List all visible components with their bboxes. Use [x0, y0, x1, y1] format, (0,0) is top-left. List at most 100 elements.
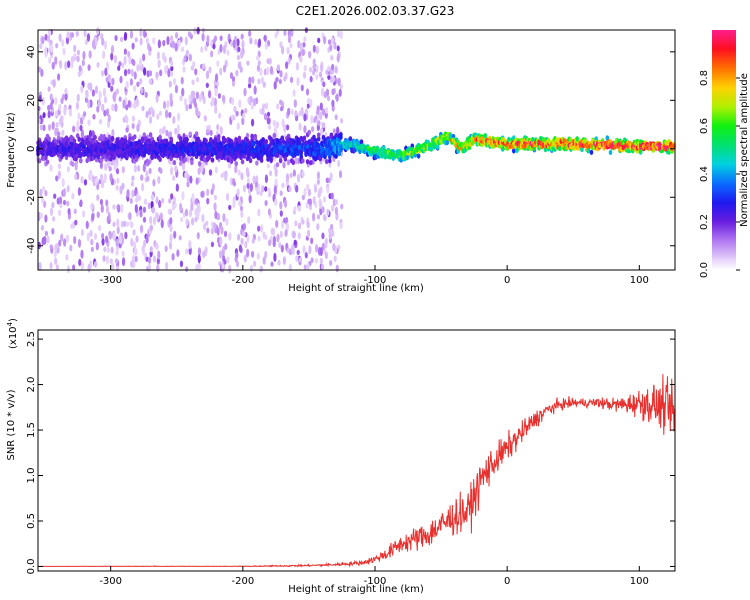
spectrogram-cell [107, 114, 111, 123]
spectrogram-cell [243, 254, 247, 263]
spectrogram-cell [301, 158, 305, 164]
spectrogram-cell [196, 202, 200, 212]
spectrogram-cell [274, 178, 278, 186]
spectrogram-cell [109, 173, 113, 182]
spectrogram-cell [205, 70, 210, 80]
spectrogram-cell [608, 149, 613, 155]
spectrogram-cell [229, 158, 234, 164]
spectrogram-cell [297, 40, 301, 49]
spectrogram-cell [187, 31, 192, 38]
spectrogram-cell [91, 89, 95, 97]
spectrogram-cell [112, 92, 116, 102]
spectrogram-cell [98, 224, 102, 232]
spectrogram-cell [71, 192, 75, 200]
spectrogram-cell [131, 189, 135, 198]
spectrogram-cell [103, 109, 107, 117]
spectrogram-cell [235, 110, 239, 117]
spectrogram-cell [256, 252, 260, 260]
spectrogram-cell [222, 64, 227, 73]
spectrogram-cell [435, 144, 440, 150]
spectrogram-cell [142, 163, 146, 173]
spectrogram-cell [184, 171, 188, 178]
spectrogram-cell [188, 240, 192, 250]
spectrogram-cell [112, 231, 116, 241]
spectrogram-cell [251, 238, 255, 244]
spectrogram-cell [188, 94, 192, 103]
snr-y-tick-label: 0.5 [26, 513, 37, 529]
spectrogram-cell [58, 239, 62, 247]
spectrogram-cell [318, 187, 322, 197]
spectrogram-cell [483, 132, 488, 139]
spectrogram-cell [241, 117, 245, 126]
spectrogram-cell [185, 266, 189, 273]
spectrogram-cell [196, 26, 200, 35]
spectrogram-cell [268, 170, 273, 177]
colorbar-tick-label: 0.6 [699, 118, 710, 134]
spectrogram-cell [232, 115, 236, 121]
spectrogram-cell [306, 221, 310, 229]
spectrogram-cell [139, 224, 144, 234]
spectrogram-cell [176, 249, 180, 257]
spectrogram-cell [44, 154, 48, 161]
spectrogram-cell [232, 39, 236, 49]
spectrogram-cell [193, 97, 197, 106]
snr-x-tick-label: -200 [231, 576, 254, 587]
spectrogram-cell [71, 161, 75, 167]
spectrogram-cell [330, 36, 334, 45]
spectrogram-cell [180, 76, 184, 85]
spectrogram-cell [165, 129, 169, 137]
spectrogram-cell [204, 138, 208, 144]
spectrogram-cell [155, 94, 159, 103]
spectrogram-cell [219, 35, 223, 42]
spectrogram-cell [135, 196, 139, 203]
spectrogram-cell [155, 71, 159, 78]
spectrogram-cell [273, 252, 277, 262]
spectrogram-cell [130, 68, 134, 77]
spectrogram-cell [145, 256, 149, 262]
spectrogram-y-label: Frequency (Hz) [6, 112, 17, 188]
spectrogram-cell [240, 210, 244, 218]
spectrogram-cell [225, 192, 230, 201]
spectrogram-cell [338, 88, 342, 97]
spectrogram-cell [298, 222, 302, 230]
spectrogram-cell [167, 208, 171, 215]
spectrogram-cell [283, 75, 287, 82]
spectrogram-cell [118, 61, 122, 67]
spectrogram-cell [47, 28, 52, 38]
spectrogram-cell [332, 198, 336, 207]
snr-y-tick-label: 1.5 [26, 422, 37, 438]
spectrogram-cell [230, 40, 234, 47]
spectrogram-cell [103, 246, 107, 253]
spectrogram-cell [148, 78, 152, 85]
spectrogram-x-tick-label: -200 [231, 275, 254, 286]
spectrogram-cell [197, 167, 201, 175]
spectrogram-cell [174, 32, 179, 39]
spectrogram-cell [321, 264, 325, 270]
spectrogram-cell [253, 85, 257, 95]
spectrogram-cell [180, 216, 184, 223]
spectrogram-cell [207, 90, 212, 99]
spectrogram-cell [248, 157, 253, 164]
spectrogram-cell [44, 190, 48, 197]
spectrogram-cell [88, 50, 92, 59]
spectrogram-cell [75, 101, 80, 111]
spectrogram-cell [60, 233, 64, 242]
spectrogram-cell [284, 61, 289, 70]
spectrogram-cell [337, 159, 341, 168]
spectrogram-cell [169, 99, 174, 107]
spectrogram-cell [179, 95, 183, 102]
spectrogram-cell [60, 97, 64, 105]
spectrogram-cell [330, 55, 334, 61]
spectrogram-cell [115, 249, 119, 256]
spectrogram-cell [78, 258, 82, 267]
spectrogram-cell [324, 107, 329, 114]
spectrogram-cell [42, 112, 46, 119]
spectrogram-cell [218, 249, 223, 259]
spectrogram-cell [253, 134, 258, 141]
spectrogram-cell [116, 218, 120, 227]
spectrogram-cell [308, 66, 313, 73]
spectrogram-cell [274, 198, 278, 206]
spectrogram-cell [259, 67, 263, 76]
spectrogram-cell [224, 243, 228, 251]
spectrogram-cell [445, 140, 449, 146]
